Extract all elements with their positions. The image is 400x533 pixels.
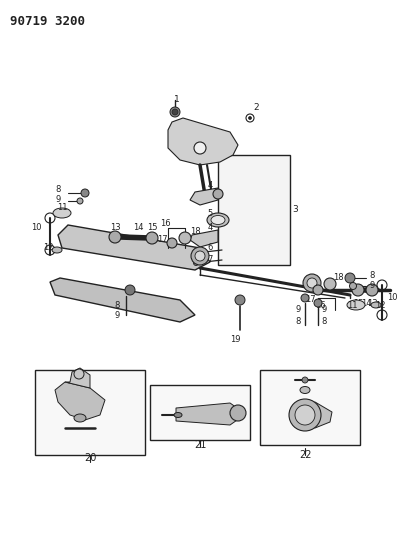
Circle shape <box>195 251 205 261</box>
Circle shape <box>324 278 336 290</box>
Text: 18: 18 <box>190 228 200 237</box>
Circle shape <box>314 299 322 307</box>
Text: 9: 9 <box>114 311 120 319</box>
Circle shape <box>345 273 355 283</box>
Text: 10: 10 <box>31 223 41 232</box>
Text: 15: 15 <box>353 298 363 308</box>
Circle shape <box>194 261 198 265</box>
Polygon shape <box>176 403 240 425</box>
Circle shape <box>313 285 323 295</box>
Text: 1: 1 <box>174 95 180 104</box>
Text: 15: 15 <box>147 223 157 232</box>
Text: 10: 10 <box>387 294 397 303</box>
Polygon shape <box>65 368 90 388</box>
Polygon shape <box>190 230 218 247</box>
Ellipse shape <box>207 213 229 227</box>
Bar <box>218 155 290 265</box>
Text: 21: 21 <box>194 440 206 450</box>
Text: 19: 19 <box>230 335 240 344</box>
Circle shape <box>303 274 321 292</box>
Circle shape <box>179 232 191 244</box>
Ellipse shape <box>211 215 225 224</box>
Text: 8: 8 <box>114 301 120 310</box>
Text: 22: 22 <box>299 450 311 460</box>
Circle shape <box>170 107 180 117</box>
Circle shape <box>125 285 135 295</box>
Circle shape <box>230 405 246 421</box>
Circle shape <box>191 247 209 265</box>
Ellipse shape <box>371 302 381 308</box>
Circle shape <box>295 405 315 425</box>
Text: 7: 7 <box>207 254 213 263</box>
Text: 4: 4 <box>207 182 213 190</box>
Polygon shape <box>168 118 238 165</box>
Ellipse shape <box>300 386 310 393</box>
Circle shape <box>289 399 321 431</box>
Text: 9: 9 <box>369 280 375 289</box>
Text: 9: 9 <box>321 305 327 314</box>
Text: 17: 17 <box>157 236 167 245</box>
Ellipse shape <box>347 300 365 310</box>
Circle shape <box>366 284 378 296</box>
Polygon shape <box>58 225 210 270</box>
Text: 14: 14 <box>361 298 371 308</box>
Circle shape <box>81 189 89 197</box>
Text: 13: 13 <box>367 298 377 308</box>
Text: 14: 14 <box>133 222 143 231</box>
Ellipse shape <box>74 414 86 422</box>
Text: 6: 6 <box>207 244 213 253</box>
Circle shape <box>77 198 83 204</box>
Text: 9: 9 <box>55 195 61 204</box>
Circle shape <box>167 238 177 248</box>
Text: 9: 9 <box>295 305 301 314</box>
Ellipse shape <box>52 247 62 253</box>
Bar <box>150 385 250 440</box>
Polygon shape <box>190 188 218 205</box>
Text: 16: 16 <box>315 301 325 310</box>
Text: 8: 8 <box>295 318 301 327</box>
Circle shape <box>172 109 178 115</box>
Circle shape <box>213 189 223 199</box>
Polygon shape <box>290 402 332 428</box>
Text: 16: 16 <box>160 219 170 228</box>
Text: 8: 8 <box>55 185 61 195</box>
Text: 12: 12 <box>375 301 385 310</box>
Text: 4: 4 <box>207 223 213 232</box>
Text: 3: 3 <box>292 206 298 214</box>
Bar <box>35 370 145 455</box>
Circle shape <box>235 295 245 305</box>
Text: 5: 5 <box>207 208 213 217</box>
Circle shape <box>352 284 364 296</box>
Circle shape <box>248 117 252 119</box>
Ellipse shape <box>174 413 182 417</box>
Text: 90719 3200: 90719 3200 <box>10 15 85 28</box>
Text: 12: 12 <box>43 243 53 252</box>
Text: 8: 8 <box>369 271 375 280</box>
Text: 20: 20 <box>84 453 96 463</box>
Circle shape <box>146 232 158 244</box>
Text: 18: 18 <box>333 272 343 281</box>
Ellipse shape <box>53 208 71 218</box>
Polygon shape <box>55 382 105 420</box>
Text: 8: 8 <box>321 318 327 327</box>
Circle shape <box>109 231 121 243</box>
Circle shape <box>194 142 206 154</box>
Polygon shape <box>50 278 195 322</box>
Circle shape <box>307 278 317 288</box>
Circle shape <box>350 282 356 289</box>
Text: 13: 13 <box>110 222 120 231</box>
Bar <box>260 370 360 445</box>
Circle shape <box>193 250 199 256</box>
Circle shape <box>301 294 309 302</box>
Text: 17: 17 <box>305 295 315 304</box>
Text: 11: 11 <box>57 203 67 212</box>
Text: 11: 11 <box>347 301 357 310</box>
Text: 2: 2 <box>253 103 259 112</box>
Circle shape <box>302 377 308 383</box>
